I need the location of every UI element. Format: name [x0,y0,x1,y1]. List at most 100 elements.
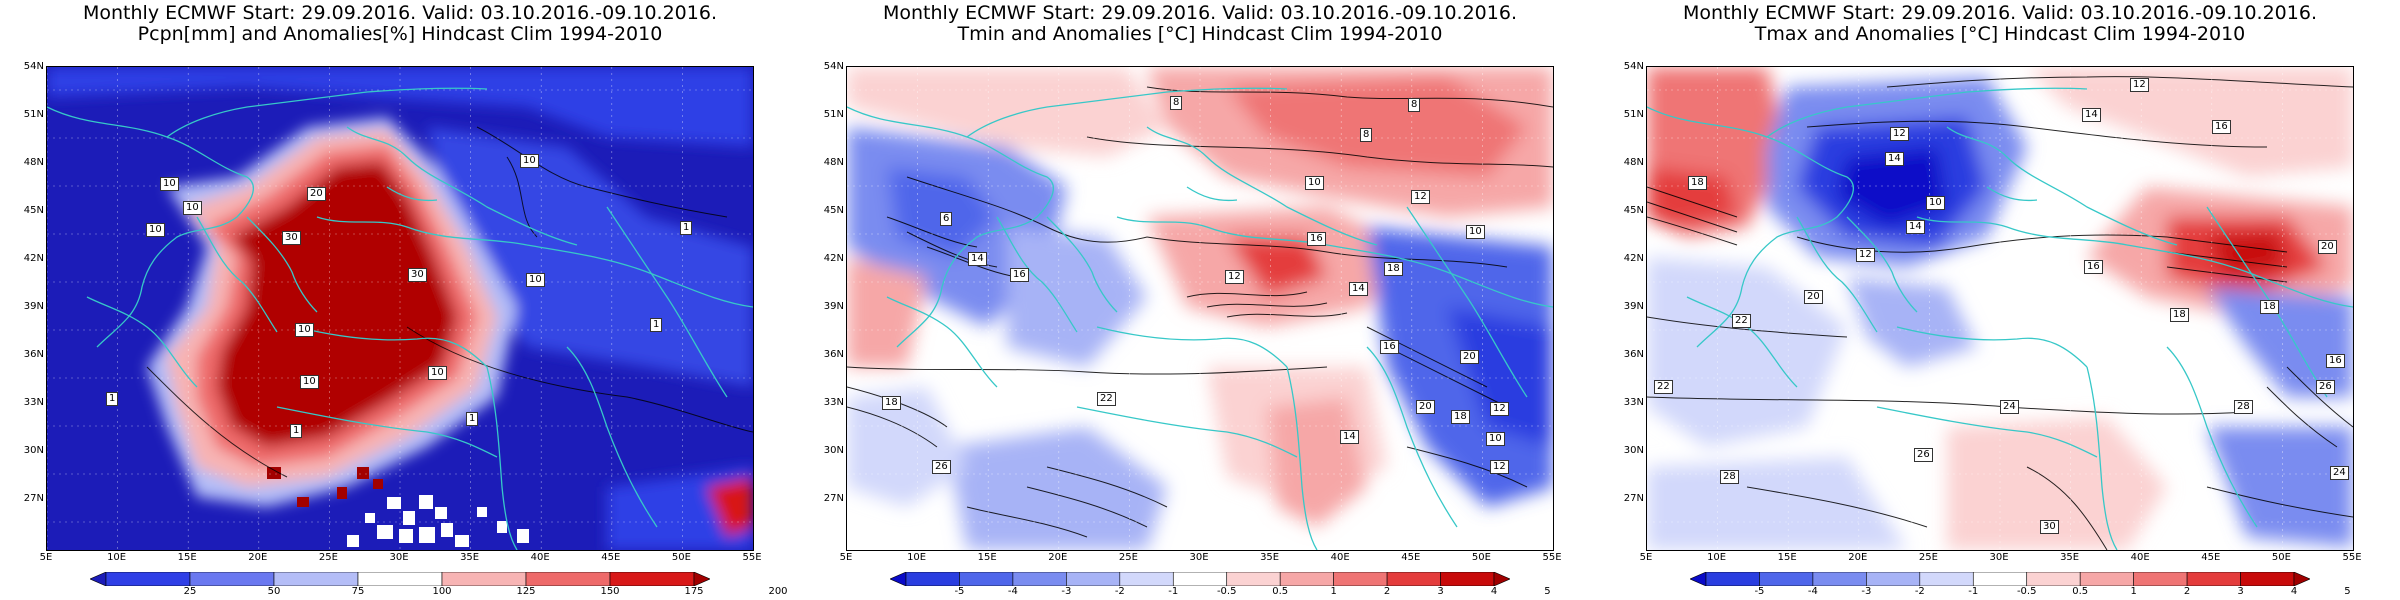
colorbar-segment [1972,572,2028,586]
contour-label: 16 [2212,120,2231,134]
colorbar-arrow-low [90,572,107,586]
contour-label: 18 [882,396,901,410]
lon-label: 20E [1848,552,1868,563]
contour-label: 10 [428,366,447,380]
lat-label: 36N [1623,349,1644,360]
lon-label: 50E [671,552,691,563]
lon-label: 15E [1777,552,1797,563]
colorbar-arrow-low [1690,572,1707,586]
contour-label: 14 [968,252,987,266]
lon-label: 35E [2060,552,2080,563]
colorbar-segment [2026,572,2081,586]
lon-label: 5E [39,552,53,563]
contour-label: 12 [1890,127,1909,141]
contour-label: 10 [526,273,545,287]
contour-label: 28 [2234,400,2253,414]
colorbar [1690,572,2310,586]
lon-label: 25E [1918,552,1938,563]
colorbar-tick-label: 5 [2344,586,2351,597]
lat-label: 51N [23,109,44,120]
lon-label: 30E [389,552,409,563]
colorbar-segment [2133,572,2188,586]
lon-label: 15E [977,552,997,563]
contour-label: 12 [1490,460,1509,474]
tmax-anomaly-map [1646,66,2354,551]
contour-label: 10 [183,201,202,215]
contour-label: 8 [1408,98,1421,112]
colorbar-tick-label: -4 [1807,586,1818,597]
lon-label: 50E [1471,552,1491,563]
colorbar-segment [1919,572,1974,586]
lat-label: 45N [23,205,44,216]
lat-label: 27N [1623,493,1644,504]
contour-label: 30 [408,268,427,282]
contour-label: 26 [1914,448,1933,462]
lon-label: 30E [1189,552,1209,563]
contour-label: 18 [1688,176,1707,190]
contour-label: 14 [1340,430,1359,444]
contour-label: 12 [1856,248,1875,262]
contour-label: 26 [2316,380,2335,394]
lon-label: 10E [907,552,927,563]
lon-label: 40E [2130,552,2150,563]
lon-label: 30E [1989,552,2009,563]
contour-label: 30 [2040,520,2059,534]
contour-label: 20 [1460,350,1479,364]
colorbar-segment [1705,572,1760,586]
contour-label: 16 [1010,268,1029,282]
lon-label: 5E [1639,552,1653,563]
contour-label: 10 [1305,176,1324,190]
colorbar-segment [1119,572,1174,586]
colorbar-segment [2079,572,2134,586]
lat-label: 36N [23,349,44,360]
contour-label: 10 [1486,432,1505,446]
lon-label: 20E [248,552,268,563]
colorbar-segment [1333,572,1388,586]
contour-label: 24 [2000,400,2019,414]
contour-label: 14 [2082,108,2101,122]
contour-label: 14 [1906,220,1925,234]
colorbar-tick-label: 150 [600,586,620,597]
colorbar-segment [1012,572,1067,586]
colorbar-tick-label: -5 [1754,586,1765,597]
contour-label: 1 [466,412,479,426]
contour-label: 10 [300,375,319,389]
colorbar-tick-label: 50 [267,586,281,597]
precipitation-anomaly-map [46,66,754,551]
colorbar-tick-label: 100 [432,586,452,597]
lat-label: 48N [23,157,44,168]
colorbar-tick-label: 4 [2290,586,2298,597]
colorbar-segment [1440,572,1495,586]
contour-label: 14 [1349,282,1368,296]
colorbar-tick-label: -2 [1914,586,1925,597]
colorbar-arrow-low [890,572,907,586]
panel-title-line1: Monthly ECMWF Start: 29.09.2016. Valid: … [1683,2,2317,24]
lat-label: 30N [23,445,44,456]
lon-label: 40E [530,552,550,563]
lat-label: 48N [1623,157,1644,168]
lat-label: 51N [823,109,844,120]
colorbar-tick-label: 25 [183,586,197,597]
lat-label: 54N [23,61,44,72]
contour-label: 10 [1926,196,1945,210]
colorbar-tick-label: 75 [351,586,365,597]
lon-label: 10E [107,552,127,563]
colorbar [90,572,710,586]
colorbar-tick-label: 2 [2183,586,2191,597]
contour-label: 12 [1490,402,1509,416]
colorbar-segment [1279,572,1334,586]
lat-label: 39N [23,301,44,312]
lon-label: 25E [1118,552,1138,563]
contour-label: 10 [1466,225,1485,239]
colorbar-tick-label: 2 [1383,586,1391,597]
colorbar-tick-label: -0.5 [1216,586,1237,597]
contour-label: 26 [932,460,951,474]
contour-label: 20 [1416,400,1435,414]
colorbar [890,572,1510,586]
colorbar-segment [189,572,275,586]
contour-label: 8 [1360,128,1373,142]
lon-label: 55E [2342,552,2362,563]
contour-label: 1 [650,318,663,332]
colorbar-segment [2186,572,2241,586]
contour-label: 22 [1097,392,1116,406]
